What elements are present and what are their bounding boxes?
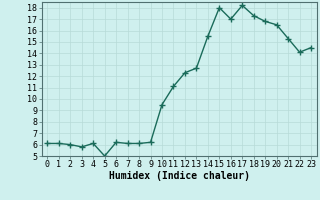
X-axis label: Humidex (Indice chaleur): Humidex (Indice chaleur) [109,171,250,181]
